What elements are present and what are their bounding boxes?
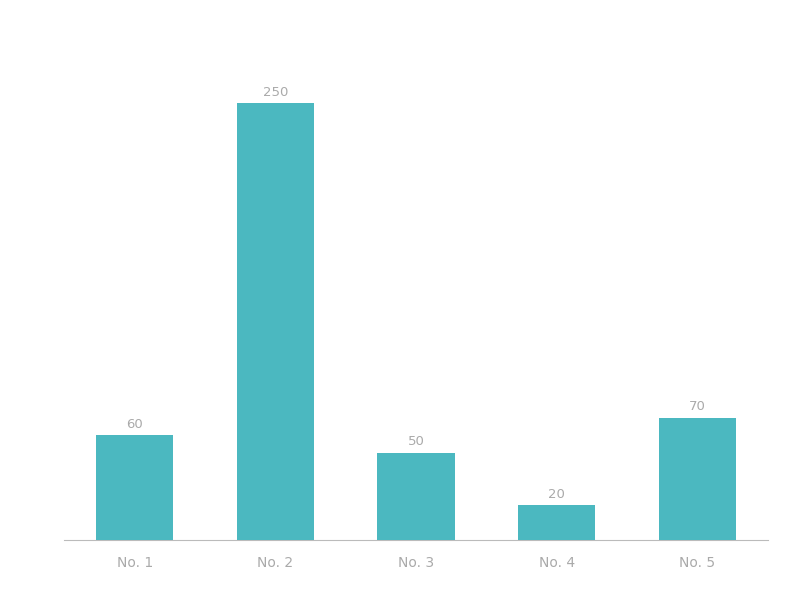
Bar [518,505,595,540]
Bar [237,103,314,540]
Text: 70: 70 [689,400,706,413]
Text: 60: 60 [126,418,143,431]
Bar [96,435,174,540]
Bar [378,452,454,540]
Text: 250: 250 [262,86,288,99]
Text: 50: 50 [407,435,425,448]
Bar [658,418,736,540]
Text: 20: 20 [548,488,565,500]
